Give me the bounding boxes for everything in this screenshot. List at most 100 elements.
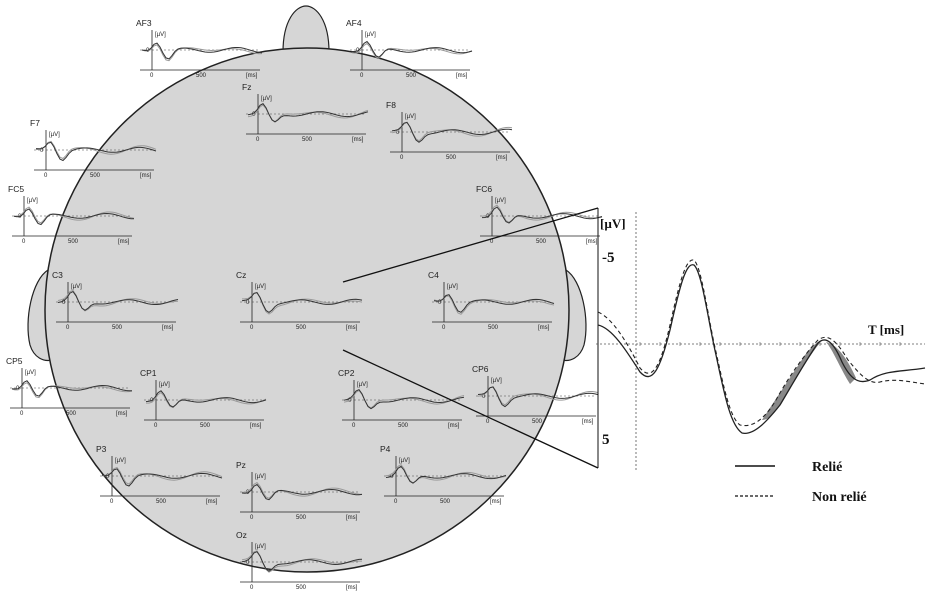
mini-trace-relie xyxy=(241,483,363,501)
mini-trace-relie xyxy=(241,551,363,572)
mini-x-zero: 0 xyxy=(360,73,364,79)
mini-x-zero: 0 xyxy=(250,585,254,591)
electrode-label: Oz xyxy=(236,530,247,540)
mini-x-500: 500 xyxy=(446,155,457,161)
mini-trace-relie xyxy=(433,294,555,313)
mini-trace-relie xyxy=(241,292,363,314)
mini-trace-relie xyxy=(141,42,263,60)
mini-x-unit: [ms] xyxy=(250,423,262,429)
electrode-plot-cp2: CP2[µV] 0 0 500 [ms] xyxy=(338,368,465,429)
mini-trace-non-relie xyxy=(146,391,267,409)
electrode-plot-f8: F8 [µV] 0 0 500 [ms] xyxy=(386,100,513,161)
mini-trace-relie xyxy=(477,386,599,408)
mini-x-unit: [ms] xyxy=(246,73,258,79)
mini-x-unit: [ms] xyxy=(118,239,130,245)
mini-x-zero: 0 xyxy=(150,73,154,79)
electrode-label: Pz xyxy=(236,460,246,470)
mini-x-500: 500 xyxy=(196,73,207,79)
zoom-y-unit: [µV] xyxy=(600,216,626,231)
mini-x-500: 500 xyxy=(296,515,307,521)
mini-x-zero: 0 xyxy=(154,423,158,429)
mini-trace-non-relie xyxy=(241,481,363,499)
electrode-plot-cp5: CP5[µV]00 500 [ms] xyxy=(6,356,133,417)
mini-x-zero: 0 xyxy=(20,411,24,417)
mini-x-500: 500 xyxy=(90,173,101,179)
mini-x-unit: [ms] xyxy=(538,325,550,331)
mini-y-zero: 0 xyxy=(150,398,154,404)
mini-y-zero: 0 xyxy=(106,474,110,480)
mini-x-500: 500 xyxy=(296,325,307,331)
mini-y-zero: 0 xyxy=(348,398,352,404)
mini-x-500: 500 xyxy=(488,325,499,331)
electrode-plot-c3: C3 [µV] 0 0 500 [ms] xyxy=(52,270,179,331)
mini-x-unit: [ms] xyxy=(206,499,218,505)
mini-trace-relie xyxy=(13,208,135,226)
mini-x-zero: 0 xyxy=(442,325,446,331)
electrode-label: FC6 xyxy=(476,184,492,194)
mini-y-unit: [µV] xyxy=(365,32,376,38)
mini-x-unit: [ms] xyxy=(490,499,502,505)
electrode-plot-fc5: FC5[µV]00 500 [ms] xyxy=(8,184,135,245)
mini-trace-non-relie xyxy=(11,382,133,399)
electrode-label: P4 xyxy=(380,444,391,454)
nose xyxy=(282,5,330,53)
mini-trace-relie xyxy=(385,465,507,484)
electrode-plot-pz: Pz[µV]00 500 [ms] xyxy=(236,460,363,521)
electrode-plot-af3: AF3[µV]00 500 [ms] xyxy=(136,18,263,79)
zoom-x-ticks xyxy=(639,342,901,346)
mini-x-500: 500 xyxy=(296,585,307,591)
mini-x-unit: [ms] xyxy=(162,325,174,331)
mini-y-unit: [µV] xyxy=(25,370,36,376)
mini-x-500: 500 xyxy=(302,137,313,143)
mini-y-zero: 0 xyxy=(40,148,44,154)
mini-x-zero: 0 xyxy=(486,419,490,425)
mini-x-500: 500 xyxy=(532,419,543,425)
mini-x-zero: 0 xyxy=(250,325,254,331)
mini-trace-relie xyxy=(57,290,179,311)
zoom-plot: [µV] -5 5 T [ms] xyxy=(596,212,926,470)
mini-trace-relie xyxy=(247,103,369,123)
electrode-plot-fz: Fz[µV]00 500 [ms] xyxy=(242,82,369,143)
electrode-label: CP2 xyxy=(338,368,355,378)
mini-x-zero: 0 xyxy=(110,499,114,505)
mini-y-unit: [µV] xyxy=(495,198,506,204)
mini-x-500: 500 xyxy=(440,499,451,505)
electrode-plots: AF3[µV]00 500 [ms]AF4[µV]00 500 [ms]Fz[µV]00… xyxy=(6,18,603,591)
mini-x-unit: [ms] xyxy=(346,325,358,331)
zoom-trace-relie xyxy=(597,264,926,434)
mini-y-unit: [µV] xyxy=(405,114,416,120)
mini-y-zero: 0 xyxy=(390,474,394,480)
electrode-label: P3 xyxy=(96,444,107,454)
mini-x-500: 500 xyxy=(200,423,211,429)
legend-label-non-relie: Non relié xyxy=(812,490,867,505)
mini-x-zero: 0 xyxy=(22,239,26,245)
electrode-plot-p4: P4 [µV] 0 0 500 [ms] xyxy=(380,444,507,505)
mini-trace-relie xyxy=(481,206,603,224)
mini-trace-relie xyxy=(101,468,223,487)
mini-y-unit: [µV] xyxy=(159,382,170,388)
mini-trace-relie xyxy=(391,121,513,143)
mini-x-unit: [ms] xyxy=(346,515,358,521)
mini-x-zero: 0 xyxy=(256,137,260,143)
mini-y-unit: [µV] xyxy=(255,474,266,480)
zoom-trace-non-relie xyxy=(597,259,926,427)
mini-x-unit: [ms] xyxy=(496,155,508,161)
mini-trace-non-relie xyxy=(385,464,507,484)
mini-x-unit: [ms] xyxy=(448,423,460,429)
mini-y-unit: [µV] xyxy=(49,132,60,138)
electrode-plot-f7: F7 [µV] 0 0 500 [ms] xyxy=(30,118,157,179)
mini-x-unit: [ms] xyxy=(352,137,364,143)
mini-x-500: 500 xyxy=(68,239,79,245)
zoom-y-top-label: -5 xyxy=(602,250,615,266)
mini-x-500: 500 xyxy=(406,73,417,79)
mini-trace-relie xyxy=(352,40,473,58)
mini-y-unit: [µV] xyxy=(491,378,502,384)
mini-trace-non-relie xyxy=(14,206,135,224)
mini-trace-relie xyxy=(343,388,465,410)
mini-x-unit: [ms] xyxy=(582,419,594,425)
electrode-label: AF3 xyxy=(136,18,152,28)
head-outline xyxy=(27,5,587,573)
mini-x-500: 500 xyxy=(156,499,167,505)
electrode-label: CP5 xyxy=(6,356,23,366)
